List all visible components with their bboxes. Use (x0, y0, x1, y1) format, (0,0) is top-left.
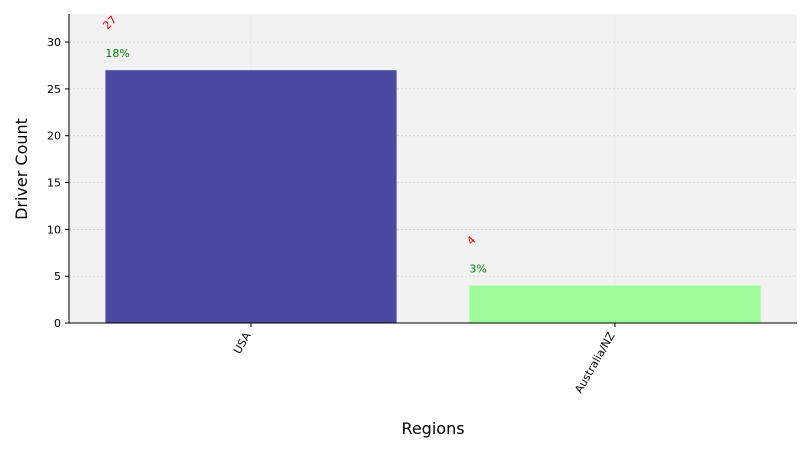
bar-1[interactable] (105, 70, 397, 323)
x-tick-label-2: Australia/NZ (572, 330, 618, 396)
y-tick-label-0: 0 (54, 317, 61, 330)
y-tick-label-10: 10 (47, 223, 61, 236)
y-axis-label: Driver Count (12, 118, 31, 220)
bar-2[interactable] (469, 285, 761, 323)
percent-label-2: 3% (469, 263, 486, 276)
y-tick-label-30: 30 (47, 36, 61, 49)
y-tick-label-5: 5 (54, 270, 61, 283)
y-tick-label-25: 25 (47, 83, 61, 96)
percent-label-1: 18% (105, 47, 129, 60)
x-tick-label-1: USA (231, 330, 254, 357)
x-axis-label: Regions (401, 419, 464, 438)
y-tick-label-20: 20 (47, 130, 61, 143)
y-tick-label-15: 15 (47, 177, 61, 190)
